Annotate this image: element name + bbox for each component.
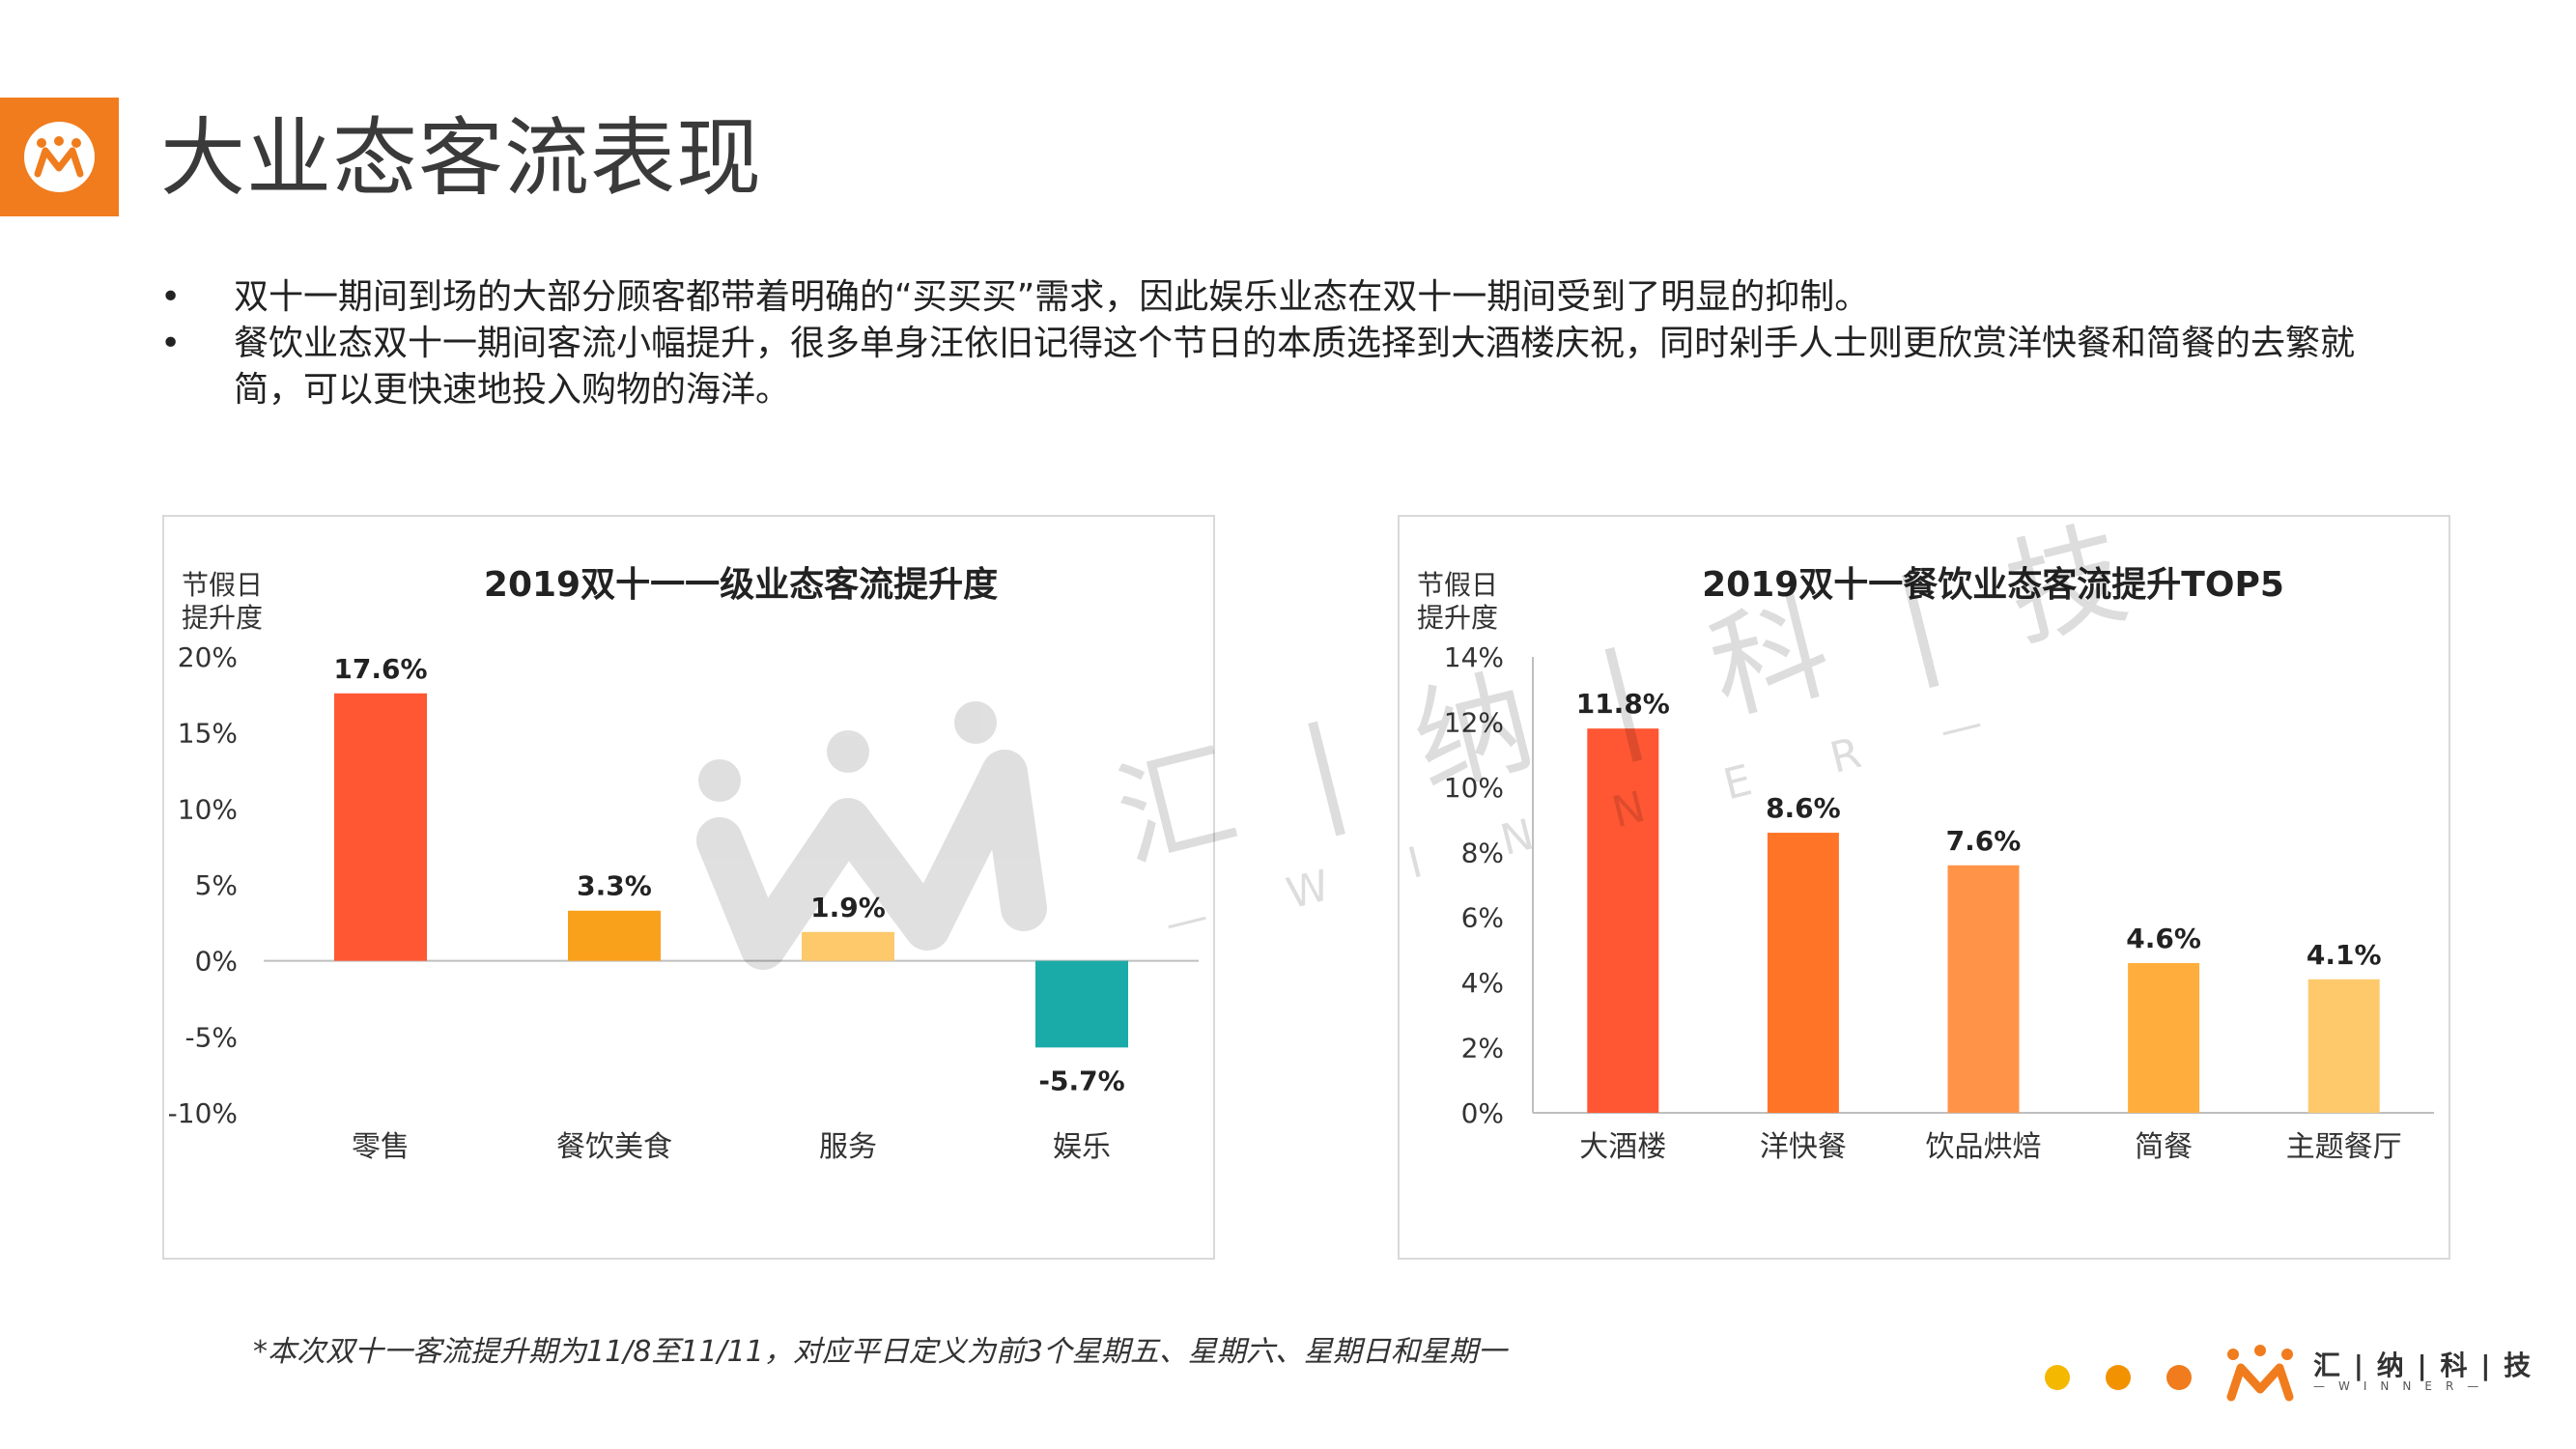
footer-dot-orange [2106, 1365, 2131, 1390]
chart-panel-tier1: 2019双十一一级业态客流提升度 节假日 提升度 -10% -5% 0% 5% 10% 15% 2… [162, 515, 1215, 1260]
bullet-item: 双十一期间到场的大部分顾客都带着明确的“买买买”需求，因此娱乐业态在双十一期间受… [160, 274, 2411, 321]
brand-logo-icon [24, 122, 95, 192]
y-tick-label: 5% [195, 869, 238, 901]
footer-brand-name: 汇 | 纳 | 科 | 技 [2313, 1350, 2534, 1381]
data-label: 8.6% [1766, 792, 1841, 824]
y-axis-label: 节假日 [1417, 569, 1498, 601]
y-tick-label: 0% [1461, 1097, 1504, 1129]
x-tick-label: 主题餐厅 [2286, 1130, 2402, 1164]
x-tick-label: 零售 [352, 1130, 410, 1164]
footnote: *本次双十一客流提升期为11/8至11/11，对应平日定义为前3个星期五、星期六… [253, 1335, 1507, 1369]
y-tick-label: 2% [1461, 1033, 1504, 1065]
x-tick-label: 娱乐 [1053, 1130, 1111, 1164]
bar-2 [1767, 833, 1839, 1113]
chart-panel-dining-top5: 2019双十一餐饮业态客流提升TOP5 节假日 提升度 0% 2% 4% 6% 8% 10% 12… [1398, 515, 2450, 1260]
x-tick-label: 大酒楼 [1579, 1130, 1666, 1164]
footer-dot-yellow [2045, 1365, 2070, 1390]
footer-brand-icon [2226, 1345, 2294, 1402]
data-label: 1.9% [810, 892, 886, 923]
y-tick-label: 4% [1461, 967, 1504, 999]
y-axis-label: 提升度 [1417, 602, 1498, 634]
x-tick-label: 服务 [819, 1130, 877, 1164]
bar-2 [568, 910, 661, 961]
bar-3 [1947, 865, 2020, 1113]
data-label: 17.6% [333, 653, 427, 685]
brand-logo-box [0, 98, 119, 216]
y-tick-label: 15% [178, 718, 238, 750]
bullet-list: 双十一期间到场的大部分顾客都带着明确的“买买买”需求，因此娱乐业态在双十一期间受… [160, 274, 2411, 413]
y-tick-label: 20% [178, 641, 238, 673]
y-tick-label: 8% [1461, 837, 1504, 868]
chart-title: 2019双十一餐饮业态客流提升TOP5 [1702, 565, 2284, 605]
footer-brand-sub: —WINNER— [2313, 1379, 2493, 1393]
bar-4 [1035, 960, 1128, 1048]
footer-dot-darkorange [2166, 1365, 2192, 1390]
y-tick-label: 10% [178, 793, 238, 825]
y-axis-label: 节假日 [182, 569, 263, 601]
data-label: 4.6% [2126, 923, 2201, 954]
y-tick-label: 14% [1444, 641, 1504, 673]
x-tick-label: 餐饮美食 [556, 1130, 672, 1164]
y-tick-label: 0% [195, 946, 238, 978]
y-tick-label: 12% [1444, 706, 1504, 738]
x-tick-label: 洋快餐 [1760, 1130, 1847, 1164]
chart-title: 2019双十一一级业态客流提升度 [484, 565, 998, 605]
page-title: 大业态客流表现 [160, 108, 763, 208]
bar-3 [802, 931, 894, 961]
y-tick-label: -10% [168, 1097, 238, 1129]
data-label: 3.3% [577, 870, 652, 902]
y-tick-label: -5% [184, 1021, 238, 1053]
data-label: -5.7% [1038, 1065, 1124, 1096]
y-tick-label: 6% [1461, 902, 1504, 934]
data-label: 4.1% [2307, 939, 2382, 971]
y-axis-label: 提升度 [182, 602, 263, 634]
bar-4 [2128, 962, 2200, 1113]
bar-1 [1587, 728, 1659, 1113]
bar-5 [2307, 979, 2380, 1113]
y-tick-label: 10% [1444, 772, 1504, 804]
bar-1 [334, 693, 427, 961]
x-tick-label: 饮品烘焙 [1926, 1130, 2042, 1164]
data-label: 7.6% [1946, 825, 2022, 857]
x-tick-label: 简餐 [2135, 1130, 2193, 1164]
data-label: 11.8% [1576, 688, 1670, 720]
bullet-item: 餐饮业态双十一期间客流小幅提升，很多单身汪依旧记得这个节日的本质选择到大酒楼庆祝… [160, 321, 2411, 413]
